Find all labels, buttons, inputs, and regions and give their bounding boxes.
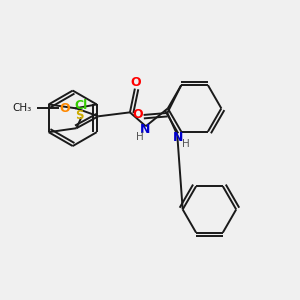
Text: N: N (140, 123, 150, 136)
Text: N: N (173, 131, 183, 144)
Text: H: H (136, 132, 144, 142)
Text: O: O (60, 102, 70, 115)
Text: Cl: Cl (75, 99, 88, 112)
Text: CH₃: CH₃ (12, 103, 32, 113)
Text: O: O (130, 76, 141, 89)
Text: O: O (132, 108, 143, 122)
Text: H: H (182, 139, 190, 149)
Text: S: S (75, 109, 84, 122)
